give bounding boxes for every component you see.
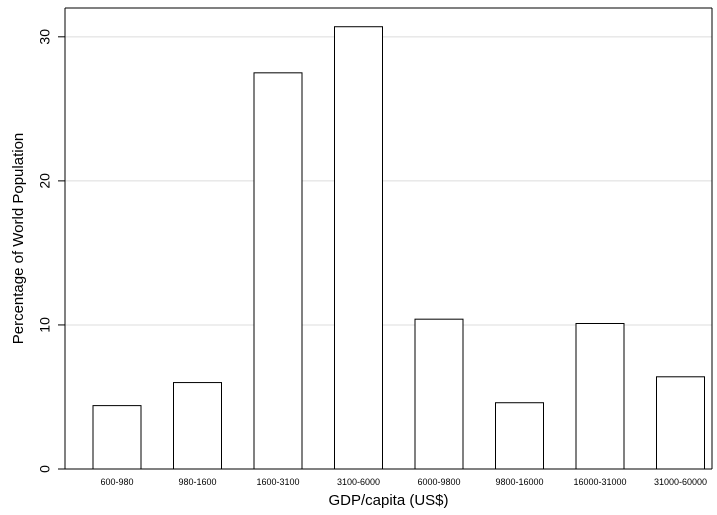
x-tick-label: 1600-3100 (256, 477, 299, 487)
bar (575, 322, 625, 470)
x-axis-title: GDP/capita (US$) (328, 492, 448, 509)
y-ticks: 0 10 20 30 (37, 29, 65, 473)
x-tick-label: 600-980 (100, 477, 133, 487)
x-tick-label: 16000-31000 (573, 477, 626, 487)
bars (92, 26, 705, 470)
bar (334, 26, 383, 470)
bar (656, 376, 705, 470)
x-ticks: 600-980 980-1600 1600-3100 3100-6000 6000-98… (100, 477, 707, 487)
grid-lines (65, 36, 712, 326)
y-tick-label: 20 (37, 173, 53, 189)
bar (414, 318, 464, 470)
x-tick-label: 980-1600 (178, 477, 216, 487)
axes (64, 7, 713, 470)
y-tick-label: 30 (37, 29, 53, 45)
bar (495, 402, 544, 470)
x-tick-label: 6000-9800 (417, 477, 460, 487)
bar (253, 72, 303, 470)
bar (92, 405, 142, 470)
bar (173, 382, 222, 470)
y-tick-label: 0 (37, 465, 53, 473)
x-tick-label: 31000-60000 (654, 477, 707, 487)
x-tick-label: 9800-16000 (495, 477, 543, 487)
x-tick-label: 3100-6000 (337, 477, 380, 487)
y-axis-title: Percentage of World Population (10, 133, 27, 345)
y-tick-label: 10 (37, 317, 53, 333)
